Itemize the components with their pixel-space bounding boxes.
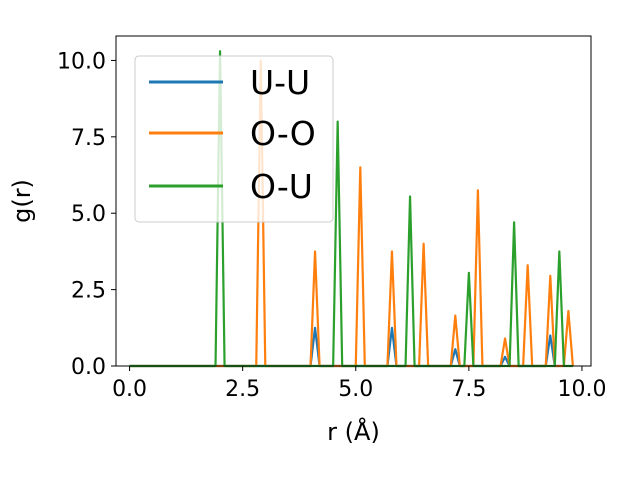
y-tick-label: 0.0 <box>71 355 106 380</box>
legend-label-o-o: O-O <box>250 114 316 153</box>
plot-frame <box>115 35 592 367</box>
x-tick-label: 10.0 <box>557 377 606 402</box>
y-axis: 0.0 2.5 5.0 7.5 10.0 <box>57 49 116 380</box>
legend-label-o-u: O-U <box>250 167 313 206</box>
legend: U-U O-O O-U <box>134 55 334 223</box>
legend-label-u-u: U-U <box>250 63 310 102</box>
x-tick-label: 5.0 <box>338 377 373 402</box>
legend-box <box>134 55 334 223</box>
y-tick-label: 7.5 <box>71 126 106 151</box>
x-axis: 0.0 2.5 5.0 7.5 10.0 <box>112 366 606 402</box>
y-tick-label: 2.5 <box>71 279 106 304</box>
x-tick-label: 7.5 <box>451 377 486 402</box>
x-tick-label: 0.0 <box>112 377 147 402</box>
x-axis-label: r (Å) <box>327 417 380 446</box>
y-tick-label: 10.0 <box>57 49 106 74</box>
series-line-u-u <box>129 326 560 368</box>
y-tick-label: 5.0 <box>71 202 106 227</box>
y-axis-label: g(r) <box>8 179 36 223</box>
x-tick-label: 2.5 <box>225 377 260 402</box>
